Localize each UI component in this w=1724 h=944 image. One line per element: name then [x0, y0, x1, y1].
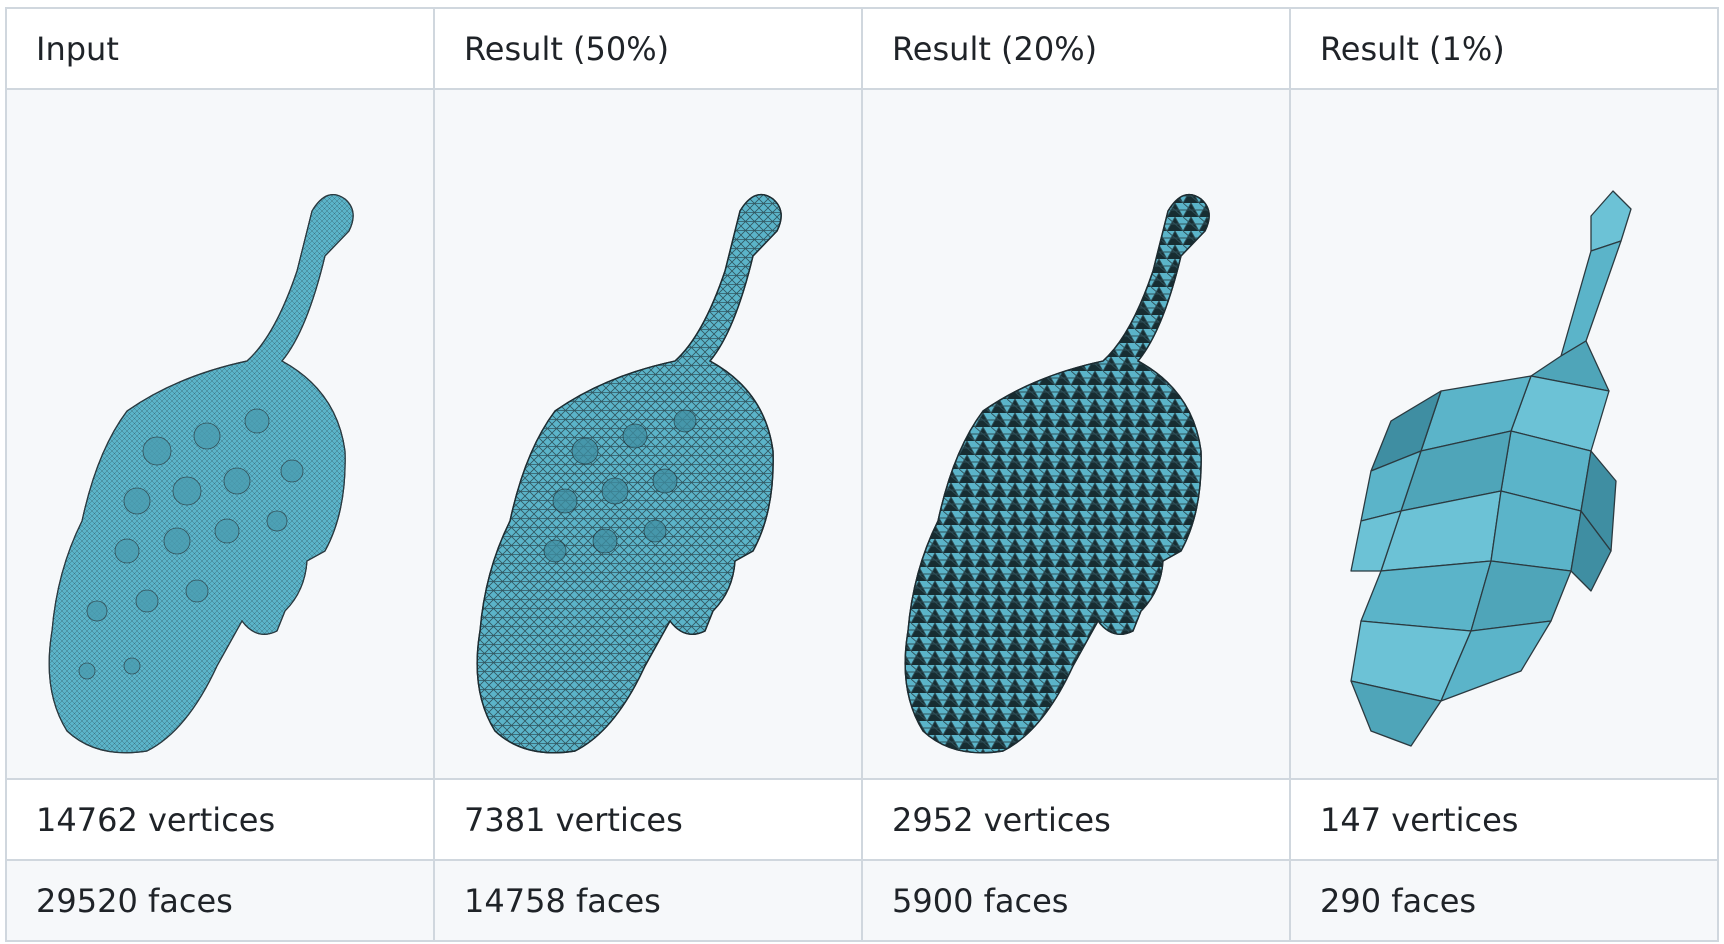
ankylosaurus-mesh-dense-icon: [48, 193, 354, 754]
faces-cell: 29520 faces: [5, 859, 435, 942]
faces-cell: 290 faces: [1289, 859, 1719, 942]
ankylosaurus-mesh-1-icon: [1350, 190, 1632, 747]
image-cell: [1289, 88, 1719, 780]
header-cell: Result (50%): [433, 7, 863, 90]
image-cell: [433, 88, 863, 780]
faces-row: 29520 faces 14758 faces 5900 faces 290 f…: [5, 859, 1719, 942]
image-row: [5, 88, 1719, 780]
vertices-cell: 147 vertices: [1289, 778, 1719, 861]
faces-cell: 5900 faces: [861, 859, 1291, 942]
vertices-cell: 7381 vertices: [433, 778, 863, 861]
header-cell: Result (20%): [861, 7, 1291, 90]
ankylosaurus-mesh-50-icon: [476, 193, 782, 754]
vertices-row: 14762 vertices 7381 vertices 2952 vertic…: [5, 778, 1719, 861]
vertices-cell: 14762 vertices: [5, 778, 435, 861]
image-cell: [861, 88, 1291, 780]
comparison-table: Input Result (50%) Result (20%) Result (…: [5, 7, 1719, 942]
header-row: Input Result (50%) Result (20%) Result (…: [5, 7, 1719, 90]
header-cell: Result (1%): [1289, 7, 1719, 90]
vertices-cell: 2952 vertices: [861, 778, 1291, 861]
image-cell: [5, 88, 435, 780]
header-cell: Input: [5, 7, 435, 90]
faces-cell: 14758 faces: [433, 859, 863, 942]
ankylosaurus-mesh-20-icon: [904, 193, 1210, 754]
